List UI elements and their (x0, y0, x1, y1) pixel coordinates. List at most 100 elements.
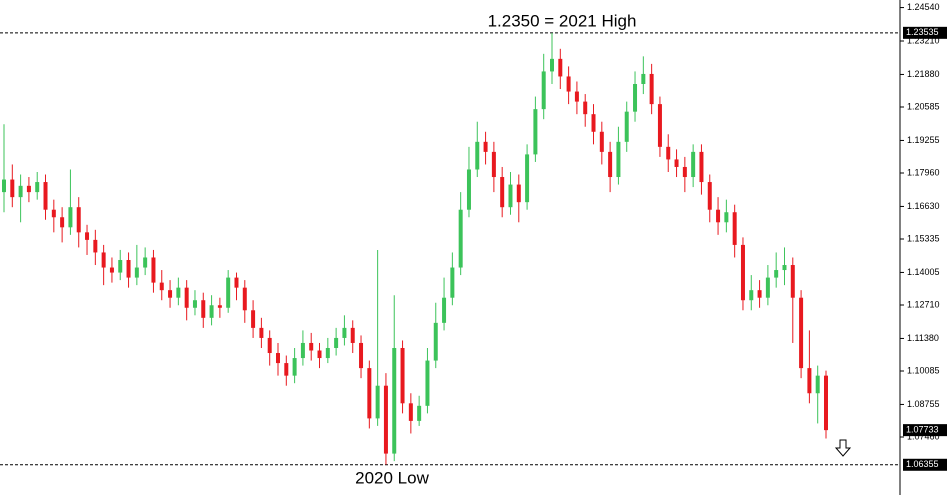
reference-price-label-bg (903, 26, 947, 39)
candle-body (76, 207, 81, 233)
candle-body (724, 212, 729, 223)
y-tick-label: 1.17960 (907, 167, 940, 177)
y-tick-label: 1.23210 (907, 35, 940, 45)
candle-body (159, 282, 164, 291)
y-tick-label: 1.16630 (907, 201, 940, 211)
candle-body (674, 159, 679, 167)
candle-body (267, 337, 272, 354)
candle-body (168, 290, 173, 298)
reference-price-label-bg (903, 458, 947, 471)
candle-body (242, 287, 247, 311)
candle-body (51, 209, 56, 218)
candle-body (500, 177, 505, 208)
down-arrow-icon (834, 439, 852, 457)
candle-body (732, 212, 737, 245)
last-price-label-bg (903, 424, 947, 437)
candle-body (317, 350, 322, 359)
candle-body (226, 277, 231, 308)
candle-body (151, 257, 156, 283)
candle-body (309, 342, 314, 351)
candle-body (251, 310, 256, 328)
candle-body (516, 184, 521, 203)
candle-body (450, 267, 455, 298)
candle-body (300, 342, 305, 359)
candle-body (765, 277, 770, 298)
candle-body (558, 58, 563, 77)
candle-body (184, 287, 189, 308)
candle-body (400, 347, 405, 404)
candle-body (176, 287, 181, 298)
reference-price-label: 1.06355 (906, 459, 939, 469)
candle-body (68, 207, 73, 228)
candle-body (18, 185, 23, 198)
candle-body (350, 327, 355, 343)
candle-body (790, 265, 795, 298)
candle-body (325, 347, 330, 359)
candle-body (574, 91, 579, 102)
candle-body (259, 327, 264, 338)
candle-body (657, 104, 662, 147)
candle-body (508, 184, 513, 208)
candle-body (201, 300, 206, 318)
candle-body (466, 169, 471, 210)
candle-body (475, 141, 480, 170)
candle-body (666, 146, 671, 160)
candle-body (375, 385, 380, 419)
candle-body (541, 71, 546, 110)
candle-body (699, 151, 704, 183)
candle-body (118, 259, 123, 273)
candle-body (134, 267, 139, 278)
candle-body (143, 257, 148, 268)
candle-body (433, 322, 438, 361)
candle-body (217, 305, 222, 308)
candle-body (583, 101, 588, 115)
y-tick-label: 1.11380 (907, 333, 939, 343)
candle-body (85, 232, 90, 240)
high-annotation: 1.2350 = 2021 High (488, 11, 637, 30)
candle-body (408, 403, 413, 421)
candle-body (749, 290, 754, 301)
candle-body (425, 360, 430, 406)
y-tick-label: 1.12710 (907, 299, 940, 309)
y-tick-label: 1.20585 (907, 101, 940, 111)
candle-body (292, 358, 297, 376)
candle-body (101, 252, 106, 268)
candle-body (417, 405, 422, 421)
candle-body (641, 73, 646, 85)
candle-body (60, 217, 65, 228)
candle-body (43, 182, 48, 210)
candle-body (334, 337, 339, 348)
candle-body (757, 290, 762, 298)
candle-body (782, 265, 787, 271)
candle-body (566, 76, 571, 92)
y-tick-label: 1.07460 (907, 431, 940, 441)
candle-body (2, 179, 6, 193)
candle-body (192, 300, 197, 308)
low-annotation: 2020 Low (355, 468, 429, 487)
candle-body (740, 244, 745, 301)
candle-body (824, 375, 828, 431)
candle-body (26, 185, 31, 193)
candle-body (10, 179, 15, 198)
candle-body (209, 305, 214, 318)
candle-body (276, 353, 280, 364)
candle-body (633, 84, 638, 112)
y-tick-label: 1.15335 (907, 233, 940, 243)
candle-body (35, 182, 40, 193)
candle-body (491, 151, 496, 178)
y-tick-label: 1.14005 (907, 267, 940, 277)
y-tick-label: 1.24540 (907, 2, 940, 12)
candle-body (392, 347, 397, 454)
y-tick-label: 1.08755 (907, 399, 940, 409)
candle-body (458, 209, 463, 268)
candle-body (234, 277, 239, 288)
candle-body (624, 111, 629, 142)
candle-body (383, 385, 388, 454)
candle-body (707, 182, 712, 210)
candle-body (284, 363, 289, 376)
y-tick-label: 1.21880 (907, 69, 940, 79)
candle-body (550, 58, 554, 72)
candle-body (126, 259, 131, 278)
y-tick-label: 1.10085 (907, 365, 940, 375)
